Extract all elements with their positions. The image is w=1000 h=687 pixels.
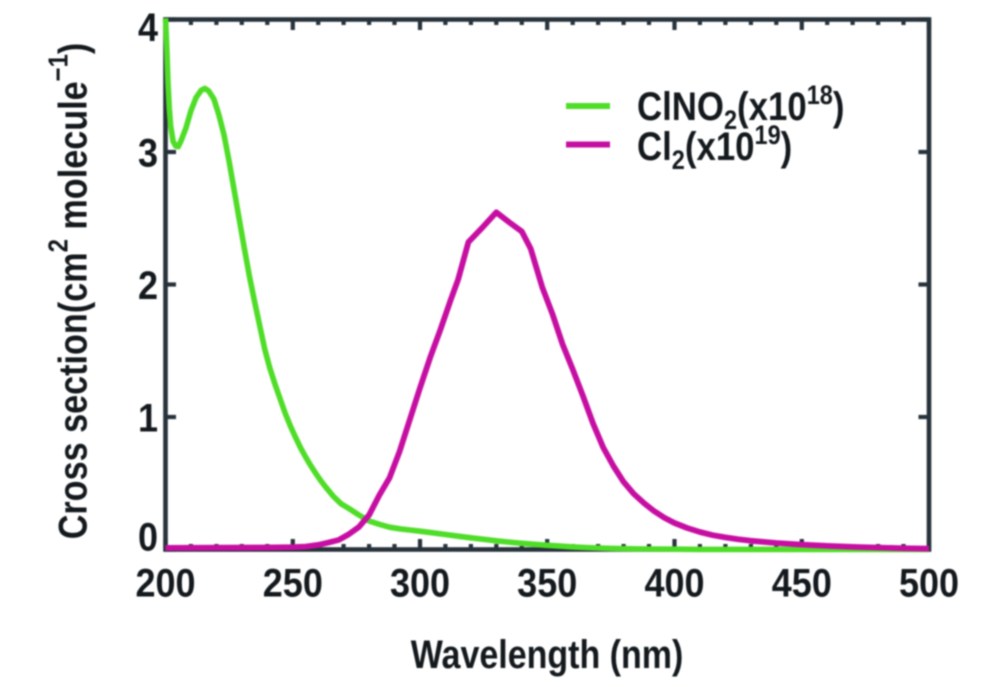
svg-text:350: 350 [517,562,577,606]
svg-text:200: 200 [135,562,195,606]
svg-text:450: 450 [772,562,832,606]
svg-text:2: 2 [138,264,158,308]
svg-text:4: 4 [138,6,158,50]
svg-text:1: 1 [138,397,158,441]
svg-text:400: 400 [644,562,704,606]
svg-text:0: 0 [138,516,158,560]
svg-text:300: 300 [390,562,450,606]
svg-text:250: 250 [263,562,323,606]
svg-text:Cross section(cm2 molecule−1): Cross section(cm2 molecule−1) [42,43,95,540]
svg-text:Wavelength (nm): Wavelength (nm) [411,631,684,676]
svg-text:3: 3 [138,132,158,176]
svg-text:500: 500 [899,562,959,606]
